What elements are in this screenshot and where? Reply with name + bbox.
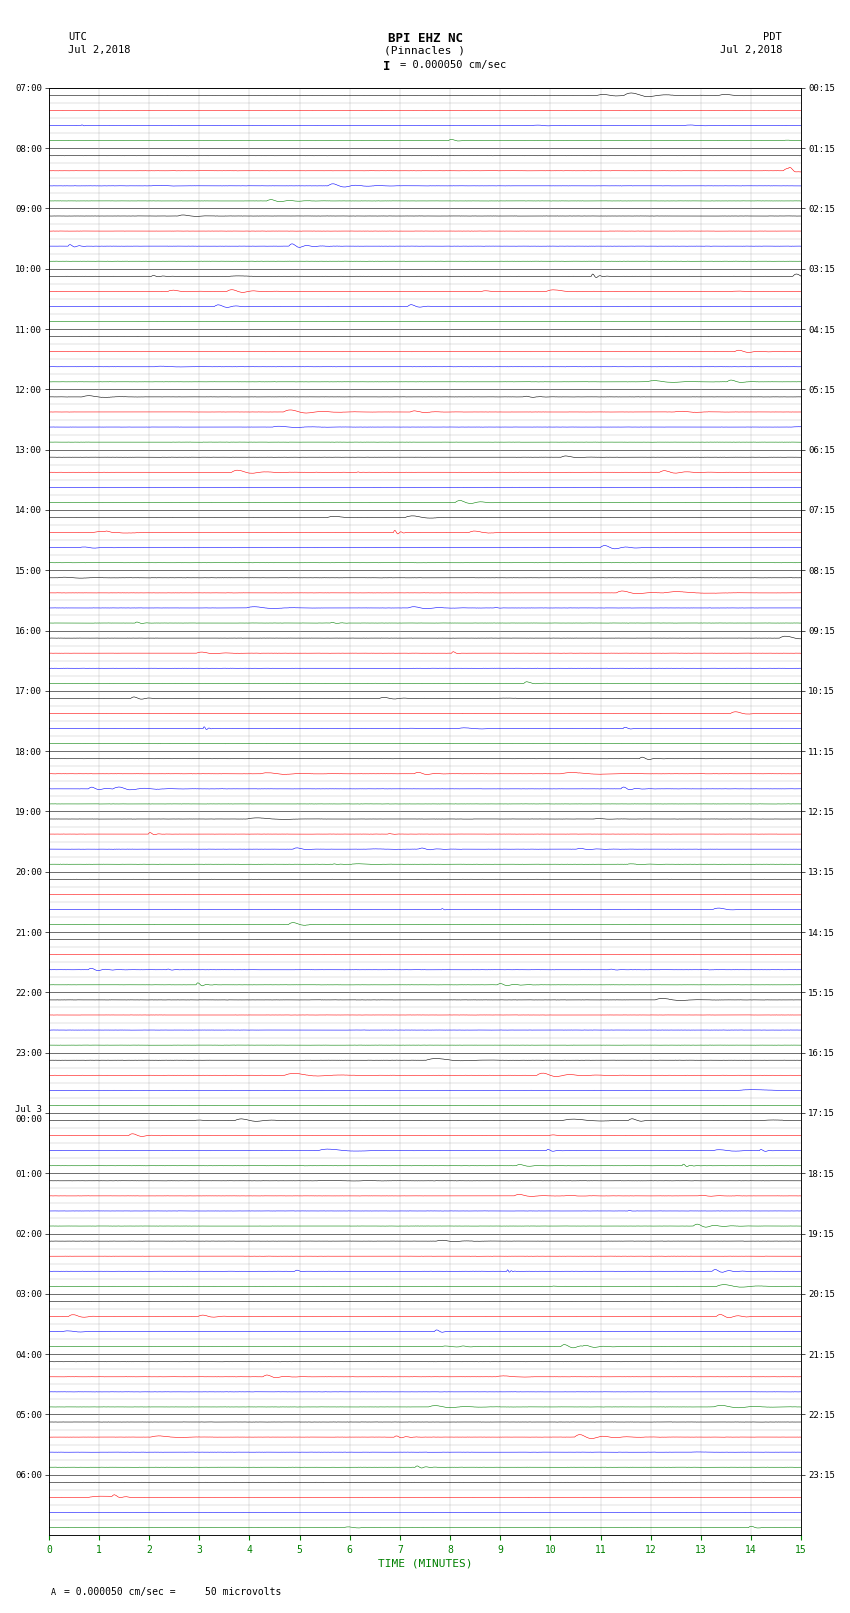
Text: A: A	[51, 1587, 56, 1597]
Text: I: I	[383, 60, 390, 73]
Text: BPI EHZ NC: BPI EHZ NC	[388, 32, 462, 45]
X-axis label: TIME (MINUTES): TIME (MINUTES)	[377, 1560, 473, 1569]
Text: Jul 2,2018: Jul 2,2018	[719, 45, 782, 55]
Text: Jul 2,2018: Jul 2,2018	[68, 45, 131, 55]
Text: UTC: UTC	[68, 32, 87, 42]
Text: = 0.000050 cm/sec: = 0.000050 cm/sec	[400, 60, 506, 69]
Text: = 0.000050 cm/sec =     50 microvolts: = 0.000050 cm/sec = 50 microvolts	[64, 1587, 281, 1597]
Text: (Pinnacles ): (Pinnacles )	[384, 45, 466, 55]
Text: PDT: PDT	[763, 32, 782, 42]
